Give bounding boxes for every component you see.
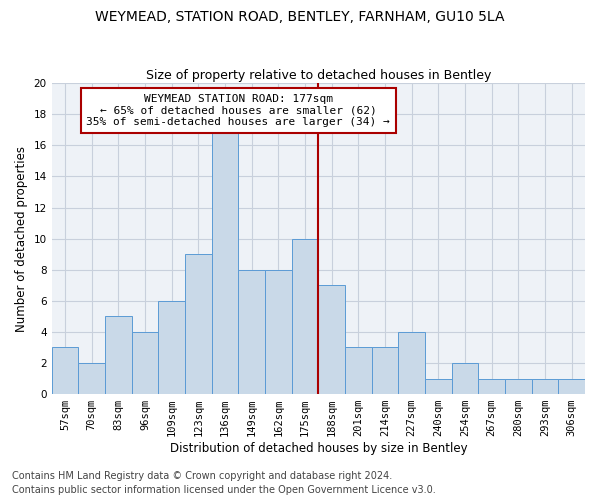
Bar <box>559 378 585 394</box>
X-axis label: Distribution of detached houses by size in Bentley: Distribution of detached houses by size … <box>170 442 467 455</box>
Bar <box>52 348 79 394</box>
Bar <box>425 378 452 394</box>
Bar <box>238 270 265 394</box>
Bar <box>292 238 319 394</box>
Text: WEYMEAD STATION ROAD: 177sqm
← 65% of detached houses are smaller (62)
35% of se: WEYMEAD STATION ROAD: 177sqm ← 65% of de… <box>86 94 390 127</box>
Bar <box>532 378 559 394</box>
Bar <box>131 332 158 394</box>
Bar <box>505 378 532 394</box>
Text: WEYMEAD, STATION ROAD, BENTLEY, FARNHAM, GU10 5LA: WEYMEAD, STATION ROAD, BENTLEY, FARNHAM,… <box>95 10 505 24</box>
Bar <box>452 363 478 394</box>
Bar <box>105 316 131 394</box>
Bar <box>345 348 371 394</box>
Bar <box>79 363 105 394</box>
Bar <box>398 332 425 394</box>
Bar <box>478 378 505 394</box>
Title: Size of property relative to detached houses in Bentley: Size of property relative to detached ho… <box>146 69 491 82</box>
Text: Contains HM Land Registry data © Crown copyright and database right 2024.
Contai: Contains HM Land Registry data © Crown c… <box>12 471 436 495</box>
Bar <box>265 270 292 394</box>
Bar <box>185 254 212 394</box>
Y-axis label: Number of detached properties: Number of detached properties <box>15 146 28 332</box>
Bar <box>158 301 185 394</box>
Bar <box>371 348 398 394</box>
Bar <box>319 286 345 394</box>
Bar <box>212 130 238 394</box>
